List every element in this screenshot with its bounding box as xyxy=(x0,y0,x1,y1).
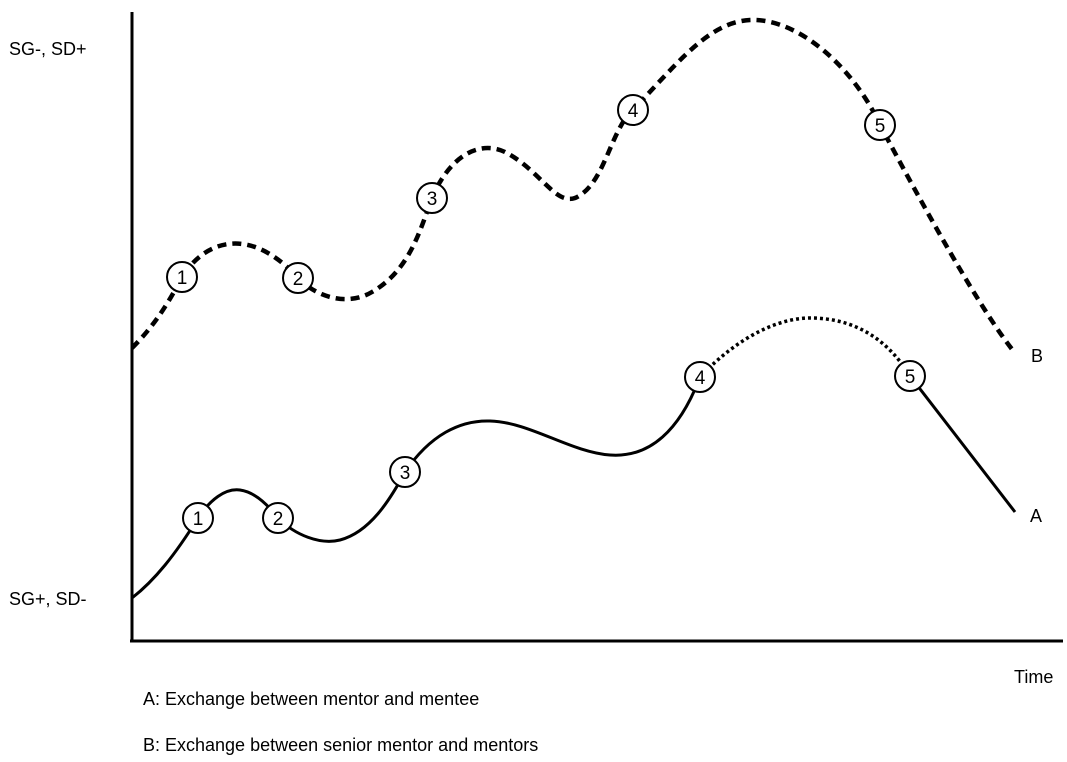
curve-a-marker-circle-4 xyxy=(684,361,716,393)
curve-a-marker-circle-1 xyxy=(182,502,214,534)
curve-b-marker-label-4: 4 xyxy=(628,101,639,122)
curve-a-dotted-segment xyxy=(698,316,912,379)
curve-a-marker-circle-3 xyxy=(389,456,421,488)
curve-a xyxy=(131,376,702,600)
curve-a-marker-label-2: 2 xyxy=(273,509,284,530)
y-axis-top-label: SG-, SD+ xyxy=(9,39,87,59)
curve-a-tail xyxy=(908,375,1017,513)
curve-b-marker-label-2: 2 xyxy=(293,269,304,290)
curve-a-marker-label-1: 1 xyxy=(193,509,204,530)
curve-b-marker-circle-5 xyxy=(864,109,896,141)
curve-b-marker-label-1: 1 xyxy=(177,268,188,289)
curve-a-marker-label-4: 4 xyxy=(695,368,706,389)
curve-a-marker-label-3: 3 xyxy=(400,463,411,484)
curve-a-marker-label-5: 5 xyxy=(905,367,916,388)
curve-b-marker-circle-4 xyxy=(617,94,649,126)
curve-b-marker-label-5: 5 xyxy=(875,116,886,137)
curve-b-label: B xyxy=(1031,346,1044,366)
y-axis-bottom-label: SG+, SD- xyxy=(9,589,87,609)
curve-b-marker-circle-1 xyxy=(166,261,198,293)
legend-item-a: A: Exchange between mentor and mentee xyxy=(143,689,480,709)
curve-b-marker-label-3: 3 xyxy=(427,189,438,210)
curve-a-label: A xyxy=(1030,506,1043,526)
markers: 1 2 3 4 5 1 2 3 4 5 xyxy=(166,94,926,534)
curve-a-marker-circle-2 xyxy=(262,502,294,534)
legend-item-b: B: Exchange between senior mentor and me… xyxy=(143,735,539,755)
curve-b-marker-circle-2 xyxy=(282,262,314,294)
curve-a-marker-circle-5 xyxy=(894,360,926,392)
curve-b-marker-circle-3 xyxy=(416,182,448,214)
curve-b xyxy=(130,17,1017,355)
x-axis-label: Time xyxy=(1014,667,1054,687)
